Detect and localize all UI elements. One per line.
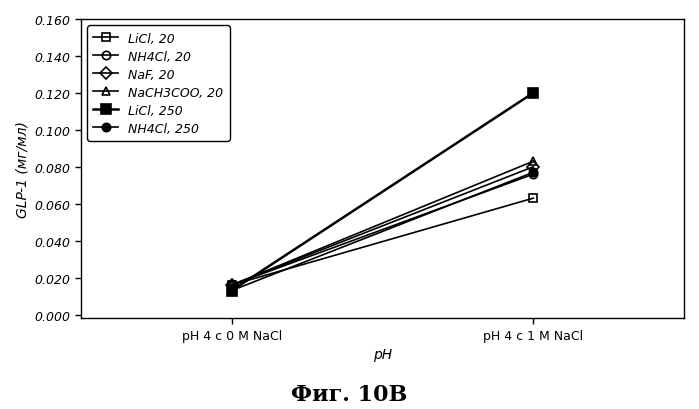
Text: Фиг. 10В: Фиг. 10В <box>291 383 408 405</box>
Y-axis label: GLP-1 (мг/мл): GLP-1 (мг/мл) <box>15 121 29 218</box>
Legend: LiCl, 20, NH4Cl, 20, NaF, 20, NaCH3COO, 20, LiCl, 250, NH4Cl, 250: LiCl, 20, NH4Cl, 20, NaF, 20, NaCH3COO, … <box>87 26 230 142</box>
X-axis label: pH: pH <box>373 347 392 361</box>
